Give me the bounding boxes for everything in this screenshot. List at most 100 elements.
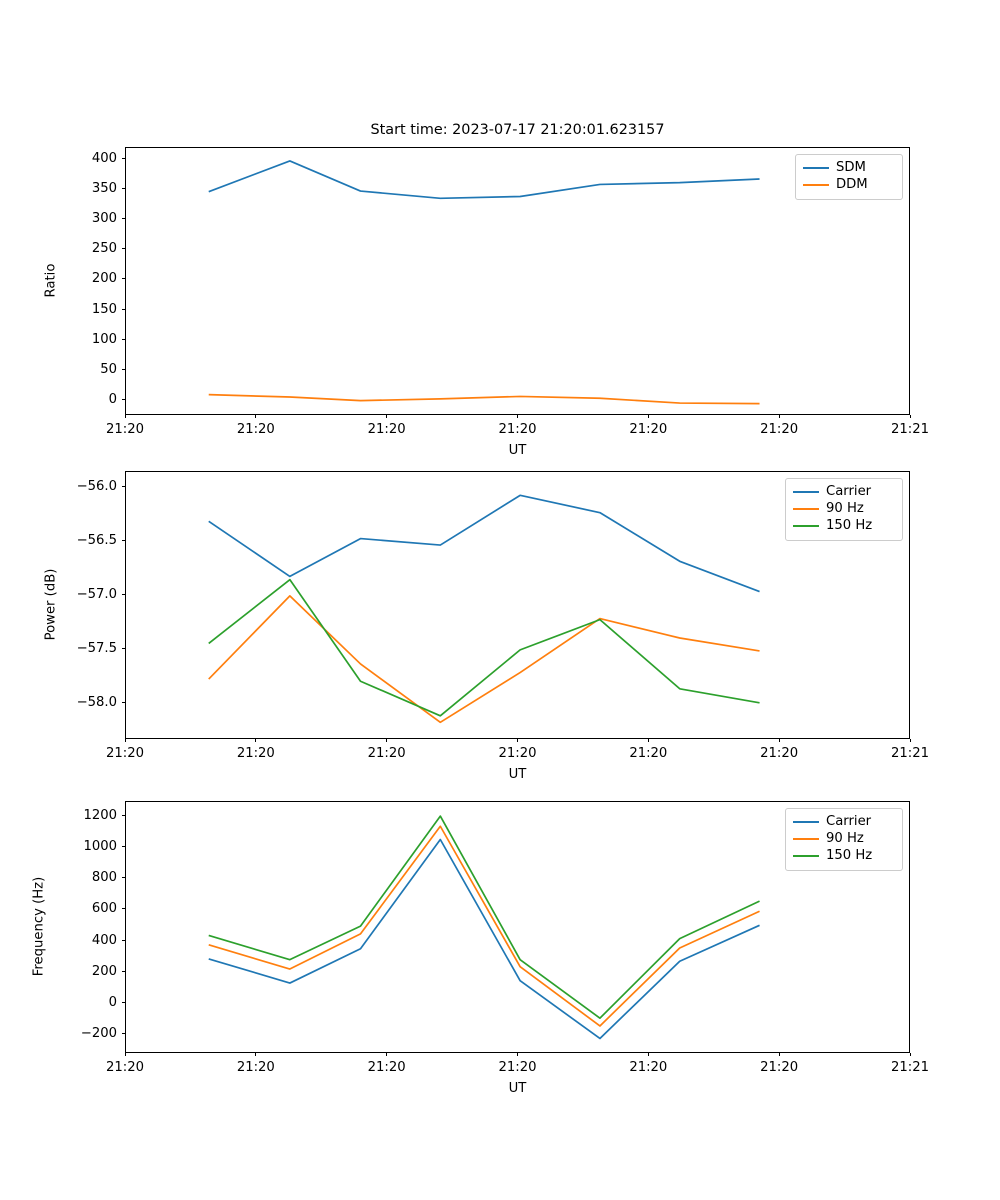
y-tick xyxy=(121,158,125,160)
y-tick xyxy=(121,908,125,910)
x-tick-label: 21:20 xyxy=(236,745,275,761)
legend-swatch-ddm xyxy=(803,184,829,186)
y-tick xyxy=(121,188,125,190)
legend-label-90-hz: 90 Hz xyxy=(826,501,864,517)
page-title: Start time: 2023-07-17 21:20:01.623157 xyxy=(370,121,665,138)
legend-label-ddm: DDM xyxy=(836,177,868,193)
y-tick xyxy=(121,278,125,280)
x-tick-label: 21:20 xyxy=(760,1059,799,1075)
series-line-150-hz xyxy=(208,578,760,717)
y-tick xyxy=(121,648,125,650)
y-tick-label: −58.0 xyxy=(76,695,117,711)
y-tick xyxy=(121,248,125,250)
y-tick xyxy=(121,398,125,400)
y-tick-label: 600 xyxy=(91,901,117,917)
legend-swatch-sdm xyxy=(803,167,829,169)
y-tick-label: 200 xyxy=(91,963,117,979)
legend-entry[interactable]: SDM xyxy=(803,160,895,177)
series-line-ddm xyxy=(208,393,760,405)
y-tick xyxy=(121,338,125,340)
x-tick xyxy=(647,1052,649,1056)
legend-entry[interactable]: 150 Hz xyxy=(793,518,895,535)
plot-frame-2 xyxy=(125,470,910,739)
y-tick xyxy=(121,308,125,310)
x-tick xyxy=(386,1052,388,1056)
x-tick xyxy=(909,738,911,742)
x-tick xyxy=(386,414,388,418)
y-tick-label: 400 xyxy=(91,932,117,948)
y-tick xyxy=(121,1033,125,1035)
x-tick-label: 21:21 xyxy=(890,421,929,437)
x-tick-label: 21:20 xyxy=(105,1059,144,1075)
series-line-90-hz xyxy=(208,825,760,1027)
x-tick xyxy=(124,1052,126,1056)
x-tick xyxy=(517,1052,518,1056)
x-tick-label: 21:20 xyxy=(367,421,406,437)
y-tick-label: 50 xyxy=(100,361,117,377)
legend-1: SDM DDM xyxy=(795,153,903,200)
y-tick-label: 800 xyxy=(91,870,117,886)
x-tick-label: 21:20 xyxy=(236,421,275,437)
x-tick xyxy=(255,414,257,418)
legend-label-150-hz: 150 Hz xyxy=(826,848,873,864)
series-line-150-hz xyxy=(208,815,760,1020)
y-tick-label: 1000 xyxy=(83,839,117,855)
x-tick xyxy=(255,1052,257,1056)
y-tick-label: −56.0 xyxy=(76,479,117,495)
y-tick-label: 400 xyxy=(91,151,117,167)
legend-entry[interactable]: DDM xyxy=(803,177,895,194)
legend-entry[interactable]: 90 Hz xyxy=(793,831,895,848)
y-tick xyxy=(121,970,125,972)
series-line-carrier xyxy=(208,838,760,1040)
x-tick xyxy=(778,414,780,418)
y-tick xyxy=(121,702,125,704)
x-tick-label: 21:20 xyxy=(629,1059,668,1075)
x-axis-label: UT xyxy=(508,1080,527,1096)
x-tick xyxy=(124,738,126,742)
x-tick xyxy=(778,738,780,742)
x-tick xyxy=(386,738,388,742)
y-tick xyxy=(121,877,125,879)
x-tick-label: 21:20 xyxy=(629,745,668,761)
x-tick-label: 21:20 xyxy=(105,421,144,437)
y-tick xyxy=(121,486,125,488)
x-tick-label: 21:21 xyxy=(890,745,929,761)
legend-entry[interactable]: 150 Hz xyxy=(793,848,895,865)
y-tick-label: 350 xyxy=(91,181,117,197)
x-tick xyxy=(778,1052,780,1056)
x-axis-label: UT xyxy=(508,766,527,782)
legend-label-90-hz: 90 Hz xyxy=(826,831,864,847)
y-tick-label: −200 xyxy=(80,1026,117,1042)
legend-entry[interactable]: Carrier xyxy=(793,814,895,831)
x-tick-label: 21:21 xyxy=(890,1059,929,1075)
y-tick-label: 0 xyxy=(108,995,117,1011)
y-tick-label: −57.5 xyxy=(76,641,117,657)
y-tick xyxy=(121,846,125,848)
y-tick xyxy=(121,814,125,816)
x-tick xyxy=(909,1052,911,1056)
x-tick xyxy=(124,414,126,418)
legend-label-carrier: Carrier xyxy=(826,814,872,830)
y-tick xyxy=(121,368,125,370)
y-tick xyxy=(121,939,125,941)
legend-entry[interactable]: 90 Hz xyxy=(793,501,895,518)
series-line-carrier xyxy=(208,494,760,593)
x-tick xyxy=(517,738,518,742)
y-tick xyxy=(121,594,125,596)
y-tick-label: 150 xyxy=(91,301,117,317)
x-tick-label: 21:20 xyxy=(498,421,537,437)
legend-swatch-carrier xyxy=(793,491,819,493)
legend-swatch-90-hz xyxy=(793,508,819,510)
x-tick xyxy=(647,414,649,418)
x-tick xyxy=(909,414,911,418)
x-tick-label: 21:20 xyxy=(236,1059,275,1075)
legend-label-carrier: Carrier xyxy=(826,484,872,500)
x-tick xyxy=(647,738,649,742)
legend-entry[interactable]: Carrier xyxy=(793,484,895,501)
legend-swatch-150-hz xyxy=(793,525,819,527)
